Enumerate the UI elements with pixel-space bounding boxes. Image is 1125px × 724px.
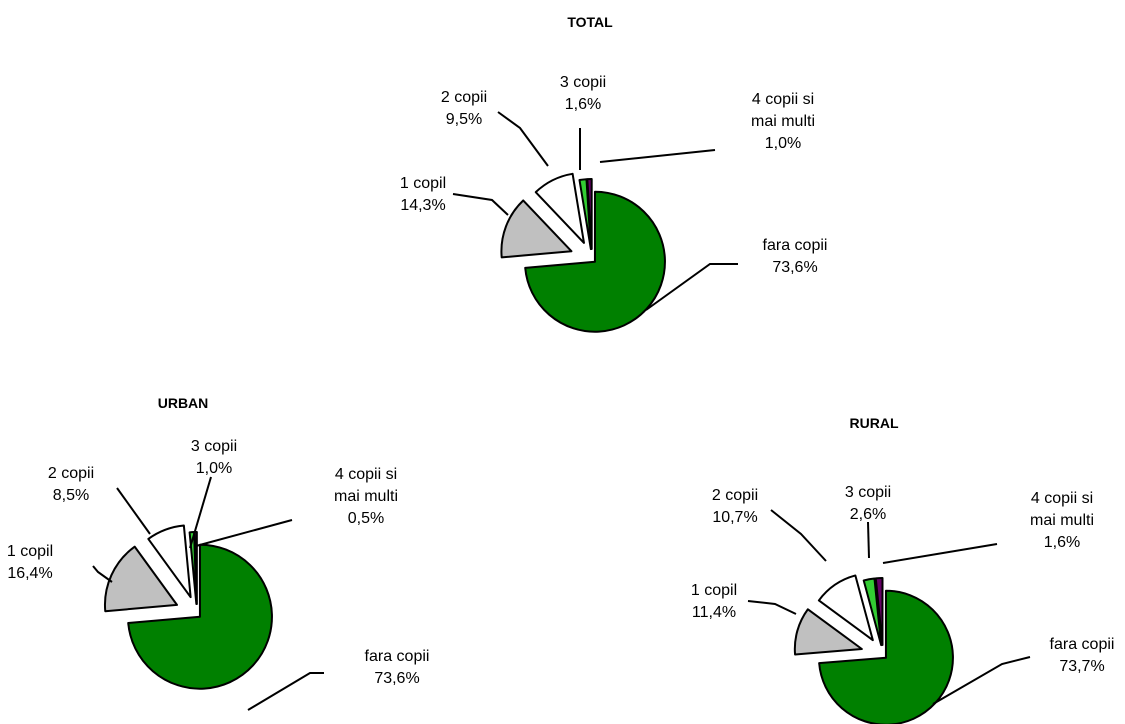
pie-chart-total: TOTAL fara copii 73,6% 1 copil 14,3% 2 copii 9… bbox=[400, 14, 828, 332]
data-label-urban-fara-copii: fara copii 73,6% bbox=[365, 648, 430, 687]
leader-line-urban-fara-copii bbox=[248, 673, 324, 710]
chart-title-rural: RURAL bbox=[850, 415, 899, 431]
data-label-urban-2-copii: 2 copii 8,5% bbox=[48, 465, 94, 504]
data-label-total-1-copil: 1 copil 14,3% bbox=[400, 175, 446, 214]
data-label-total-fara-copii: fara copii 73,6% bbox=[763, 237, 828, 276]
leader-line-urban-2-copii bbox=[117, 488, 150, 534]
leader-line-total-2-copii bbox=[498, 112, 548, 166]
pie-chart-urban: URBAN fara copii 73,6% 1 copil 16,4% 2 copii 8… bbox=[7, 395, 430, 710]
data-label-urban-3-copii: 3 copii 1,0% bbox=[191, 438, 237, 477]
data-label-total-3-copii: 3 copii 1,6% bbox=[560, 74, 606, 113]
data-label-total-4-copii-si-mai-multi: 4 copii si mai multi 1,0% bbox=[751, 91, 815, 152]
leader-line-total-4-copii-si-mai-multi bbox=[600, 150, 715, 162]
chart-title-urban: URBAN bbox=[158, 395, 209, 411]
leader-line-urban-4-copii-si-mai-multi bbox=[196, 520, 292, 546]
data-label-total-2-copii: 2 copii 9,5% bbox=[441, 89, 487, 128]
chart-title-total: TOTAL bbox=[567, 14, 613, 30]
data-label-rural-4-copii-si-mai-multi: 4 copii si mai multi 1,6% bbox=[1030, 490, 1094, 551]
leader-line-urban-1-copil bbox=[93, 566, 112, 582]
leader-line-rural-3-copii bbox=[868, 522, 869, 558]
pie-slice-total-fara-copii bbox=[525, 192, 665, 332]
leader-line-rural-4-copii-si-mai-multi bbox=[883, 544, 997, 563]
leader-line-total-1-copil bbox=[453, 194, 508, 215]
leader-line-rural-2-copii bbox=[771, 510, 826, 561]
data-label-rural-2-copii: 2 copii 10,7% bbox=[712, 487, 758, 526]
data-label-urban-4-copii-si-mai-multi: 4 copii si mai multi 0,5% bbox=[334, 466, 398, 527]
data-label-rural-3-copii: 3 copii 2,6% bbox=[845, 484, 891, 523]
leader-line-rural-1-copil bbox=[748, 601, 796, 614]
pie-chart-rural: RURAL fara copii 73,7% 1 copil 11,4% 2 copii 1… bbox=[691, 415, 1115, 724]
data-label-rural-fara-copii: fara copii 73,7% bbox=[1050, 636, 1115, 675]
data-label-urban-1-copil: 1 copil 16,4% bbox=[7, 543, 53, 582]
leader-line-urban-3-copii bbox=[190, 477, 211, 548]
data-label-rural-1-copil: 1 copil 11,4% bbox=[691, 582, 737, 621]
